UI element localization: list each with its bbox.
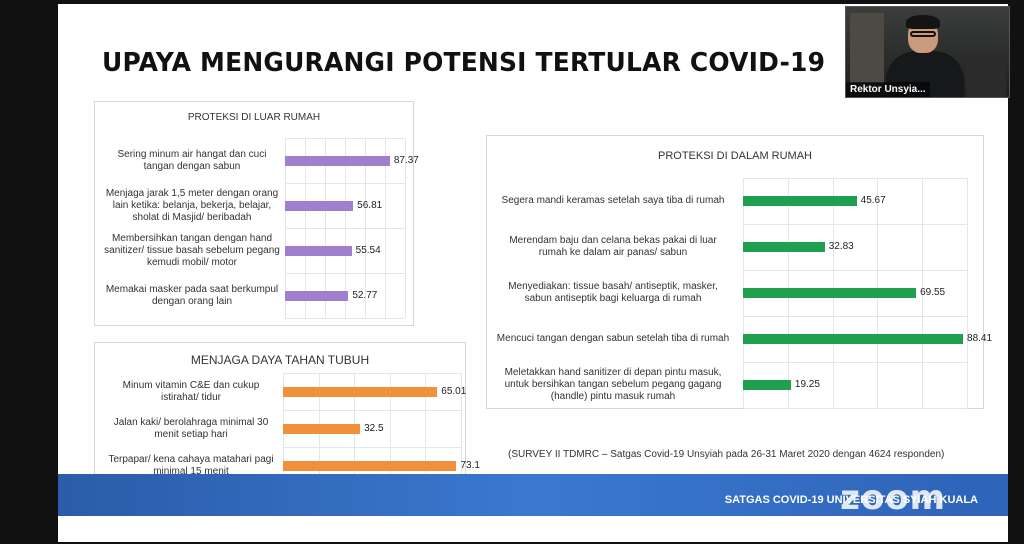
gridline	[283, 447, 461, 448]
bar	[743, 288, 917, 298]
gridline	[285, 183, 405, 184]
chart-panel-outside-home: PROTEKSI DI LUAR RUMAH Sering minum air …	[94, 101, 419, 326]
participant-video-tile[interactable]: Rektor Unsyia...	[845, 6, 1010, 98]
bar	[285, 200, 354, 211]
category-label: Menyediakan: tissue basah/ antiseptik, m…	[508, 281, 718, 304]
data-label: 69.55	[920, 287, 946, 298]
gridline	[922, 178, 924, 408]
gridline	[285, 138, 405, 139]
chart-title: PROTEKSI DI DALAM RUMAH	[657, 150, 813, 162]
gridline	[743, 362, 967, 363]
gridline	[285, 228, 405, 229]
data-label: 65.01	[441, 385, 467, 397]
category-label: Minum vitamin C&E dan cukup istirahat/ t…	[122, 379, 260, 403]
category-label: Sering minum air hangat dan cuci tangan …	[117, 148, 267, 172]
participant-name: Rektor Unsyia...	[846, 82, 930, 97]
category-label: Segera mandi keramas setelah saya tiba d…	[501, 195, 725, 206]
category-label: Jalan kaki/ berolahraga minimal 30 menit…	[113, 416, 269, 440]
person-hair	[906, 15, 940, 29]
data-label: 45.67	[860, 195, 886, 206]
gridline	[285, 318, 405, 319]
gridline	[743, 224, 967, 225]
bar	[743, 196, 857, 206]
gridline	[743, 316, 967, 317]
gridline	[743, 270, 967, 271]
gridline	[405, 138, 406, 318]
background-shelf	[850, 13, 884, 83]
data-label: 32.5	[364, 422, 384, 434]
chart-title: MENJAGA DAYA TAHAN TUBUH	[190, 353, 370, 367]
chart-title: PROTEKSI DI LUAR RUMAH	[187, 112, 321, 123]
zoom-watermark: zoom	[840, 478, 946, 518]
left-margin	[0, 0, 58, 544]
data-label: 19.25	[794, 379, 820, 390]
gridline	[283, 410, 461, 411]
category-label: Membersihkan tangan dengan hand sanitize…	[104, 232, 280, 268]
gridline	[743, 408, 967, 409]
gridline	[743, 178, 967, 179]
chart-panel-immunity: MENJAGA DAYA TAHAN TUBUH Minum vitamin C…	[94, 342, 480, 494]
bar	[283, 423, 361, 434]
background-chair	[966, 55, 1006, 97]
data-label: 73.1	[460, 459, 480, 471]
data-label: 88.41	[967, 333, 993, 344]
person-glasses	[910, 31, 936, 37]
category-label: Menjaga jarak 1,5 meter dengan orang lai…	[105, 187, 279, 223]
category-label: Mencuci tangan dengan sabun setelah tiba…	[496, 333, 730, 344]
footer-text: SATGAS COVID-19 UNIVERSITAS SYIAH KUALA	[724, 494, 978, 506]
bar	[285, 155, 390, 166]
plot-area	[285, 138, 406, 319]
slide-title: UPAYA MENGURANGI POTENSI TERTULAR COVID-…	[102, 48, 826, 78]
bar	[743, 380, 791, 390]
bar	[743, 242, 825, 252]
category-label: Memakai masker pada saat berkumpul denga…	[105, 283, 279, 307]
gridline	[285, 273, 405, 274]
bar	[743, 334, 964, 344]
bar	[285, 290, 349, 301]
data-label: 87.37	[393, 154, 419, 166]
gridline	[283, 373, 461, 374]
gridline	[461, 373, 462, 484]
data-label: 55.54	[355, 244, 381, 256]
gridline	[425, 373, 427, 484]
bar	[283, 386, 438, 397]
survey-note: (SURVEY II TDMRC – Satgas Covid-19 Unsyi…	[508, 449, 945, 460]
slide-footer: zoom SATGAS COVID-19 UNIVERSITAS SYIAH K…	[58, 474, 1008, 518]
gridline	[389, 373, 391, 484]
bar	[283, 460, 457, 471]
data-label: 56.81	[357, 199, 383, 211]
bar	[285, 245, 352, 256]
gridline	[967, 178, 968, 408]
category-label: Meletakkan hand sanitizer di depan pintu…	[504, 367, 722, 402]
chart-panel-inside-home: PROTEKSI DI DALAM RUMAH Segera mandi ker…	[486, 135, 992, 409]
category-label: Merendam baju dan celana bekas pakai di …	[509, 235, 717, 258]
data-label: 52.77	[352, 289, 378, 301]
data-label: 32.83	[828, 241, 854, 252]
category-label: Terpapar/ kena cahaya matahari pagi mini…	[108, 453, 274, 477]
